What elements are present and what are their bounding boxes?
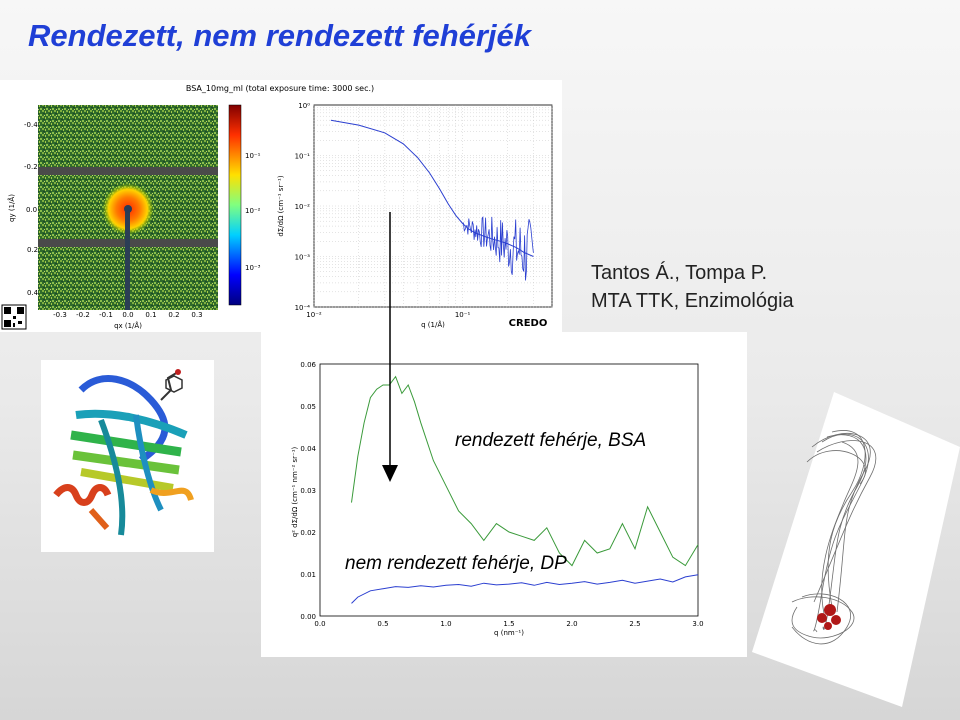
y-tick-label: 0.03 bbox=[300, 487, 316, 495]
x-axis-ticks: 0.0 0.5 1.0 1.5 2.0 2.5 3.0 bbox=[314, 620, 703, 628]
credit-institute: MTA TTK, Enzimológia bbox=[591, 290, 794, 312]
detector-x-tick: 0.1 bbox=[145, 311, 156, 319]
kratky-plot: 0.00 0.01 0.02 0.03 0.04 0.05 0.06 0.0 0.5 1.0 1.… bbox=[291, 361, 704, 637]
detector-x-tick: 0.3 bbox=[191, 311, 202, 319]
y-tick-label: 10⁻³ bbox=[295, 254, 311, 262]
kratky-plot-panel: 0.00 0.01 0.02 0.03 0.04 0.05 0.06 0.0 0.5 1.0 1.… bbox=[261, 332, 747, 657]
y-tick-label: 0.00 bbox=[300, 613, 316, 621]
y-axis-label: q² dΣ/dΩ (cm⁻¹ nm⁻² sr⁻¹) bbox=[291, 446, 299, 537]
y-tick-label: 0.01 bbox=[300, 571, 316, 579]
ordered-protein-label: rendezett fehérje, BSA bbox=[455, 430, 647, 451]
y-axis-ticks: 10⁰ 10⁻¹ 10⁻² 10⁻³ 10⁻⁴ bbox=[295, 102, 311, 312]
y-axis-ticks: 0.00 0.01 0.02 0.03 0.04 0.05 0.06 bbox=[300, 361, 316, 621]
y-axis-label: dΣ/dΩ (cm⁻¹ sr⁻¹) bbox=[277, 175, 285, 236]
ordered-protein-structure-image bbox=[41, 360, 214, 552]
colorbar-tick: 10⁻¹ bbox=[245, 152, 261, 160]
detector-y-tick: 0.0 bbox=[26, 206, 37, 214]
detector-y-tick: 0.4 bbox=[27, 289, 39, 297]
x-tick-label: 2.5 bbox=[629, 620, 640, 628]
credo-logo: CREDO bbox=[509, 318, 548, 329]
credit-authors: Tantos Á., Tompa P. bbox=[591, 262, 768, 284]
qr-code bbox=[1, 304, 27, 330]
colorbar-ticks: 10⁻¹ 10⁻² 10⁻³ bbox=[245, 152, 261, 272]
detector-image bbox=[38, 105, 218, 310]
detector-y-tick: -0.4 bbox=[24, 121, 38, 129]
down-arrow-icon bbox=[382, 212, 398, 482]
disordered-protein-label: nem rendezett fehérje, DP bbox=[345, 553, 567, 574]
colorbar-tick: 10⁻³ bbox=[245, 264, 261, 272]
detector-y-tick: 0.2 bbox=[27, 246, 38, 254]
x-tick-label: 1.0 bbox=[440, 620, 451, 628]
x-tick-label: 10⁻¹ bbox=[455, 311, 471, 319]
saxs-title: BSA_10mg_ml (total exposure time: 3000 s… bbox=[186, 84, 374, 93]
detector-y-tick: -0.2 bbox=[24, 163, 38, 171]
scattering-curve-noise bbox=[462, 216, 534, 281]
y-tick-label: 0.06 bbox=[300, 361, 316, 369]
y-tick-label: 10⁻¹ bbox=[295, 153, 311, 161]
detector-x-tick: 0.2 bbox=[168, 311, 179, 319]
disordered-protein-curve bbox=[351, 574, 699, 604]
disordered-protein-ensemble-image bbox=[752, 392, 960, 707]
saxs-figure: BSA_10mg_ml (total exposure time: 3000 s… bbox=[1, 84, 553, 330]
x-tick-label: 10⁻² bbox=[306, 311, 322, 319]
folded-core bbox=[817, 604, 841, 630]
scattering-curve-plot: 10⁰ 10⁻¹ 10⁻² 10⁻³ 10⁻⁴ 10⁻² 10⁻¹ dΣ/dΩ (cm⁻¹… bbox=[277, 102, 553, 329]
detector-x-ticks: -0.3 -0.2 -0.1 0.0 0.1 0.2 0.3 bbox=[53, 311, 202, 319]
detector-x-tick: -0.1 bbox=[99, 311, 113, 319]
x-tick-label: 3.0 bbox=[692, 620, 703, 628]
detector-y-ticks: -0.4 -0.2 0.0 0.2 0.4 bbox=[24, 121, 39, 297]
detector-y-label: qy (1/Å) bbox=[7, 194, 16, 222]
x-tick-label: 2.0 bbox=[566, 620, 577, 628]
y-tick-label: 0.02 bbox=[300, 529, 316, 537]
detector-x-label: qx (1/Å) bbox=[114, 321, 142, 330]
ensemble-model bbox=[752, 392, 960, 707]
detector-x-tick: 0.0 bbox=[122, 311, 133, 319]
detector-x-tick: -0.3 bbox=[53, 311, 67, 319]
y-tick-label: 10⁰ bbox=[298, 102, 310, 110]
slide-title: Rendezett, nem rendezett fehérjék bbox=[28, 18, 532, 53]
colorbar-tick: 10⁻² bbox=[245, 207, 261, 215]
plot-grid bbox=[313, 105, 553, 308]
detector-x-tick: -0.2 bbox=[76, 311, 90, 319]
y-tick-label: 10⁻² bbox=[295, 203, 311, 211]
author-credit: Tantos Á., Tompa P. MTA TTK, Enzimológia bbox=[591, 259, 794, 315]
x-axis-ticks: 10⁻² 10⁻¹ bbox=[306, 311, 470, 319]
x-tick-label: 0.0 bbox=[314, 620, 325, 628]
x-axis-label: q (1/Å) bbox=[421, 320, 445, 329]
plot-frame bbox=[313, 104, 553, 308]
x-axis-label: q (nm⁻¹) bbox=[494, 629, 524, 637]
ribbon-model bbox=[53, 369, 194, 536]
y-tick-label: 0.05 bbox=[300, 403, 316, 411]
y-tick-label: 10⁻⁴ bbox=[295, 304, 311, 312]
plot-frame bbox=[319, 363, 699, 617]
x-tick-label: 1.5 bbox=[503, 620, 514, 628]
colorbar bbox=[228, 104, 242, 306]
x-tick-label: 0.5 bbox=[377, 620, 388, 628]
saxs-panel: BSA_10mg_ml (total exposure time: 3000 s… bbox=[0, 80, 562, 332]
y-tick-label: 0.04 bbox=[300, 445, 316, 453]
ordered-protein-curve bbox=[351, 375, 699, 567]
